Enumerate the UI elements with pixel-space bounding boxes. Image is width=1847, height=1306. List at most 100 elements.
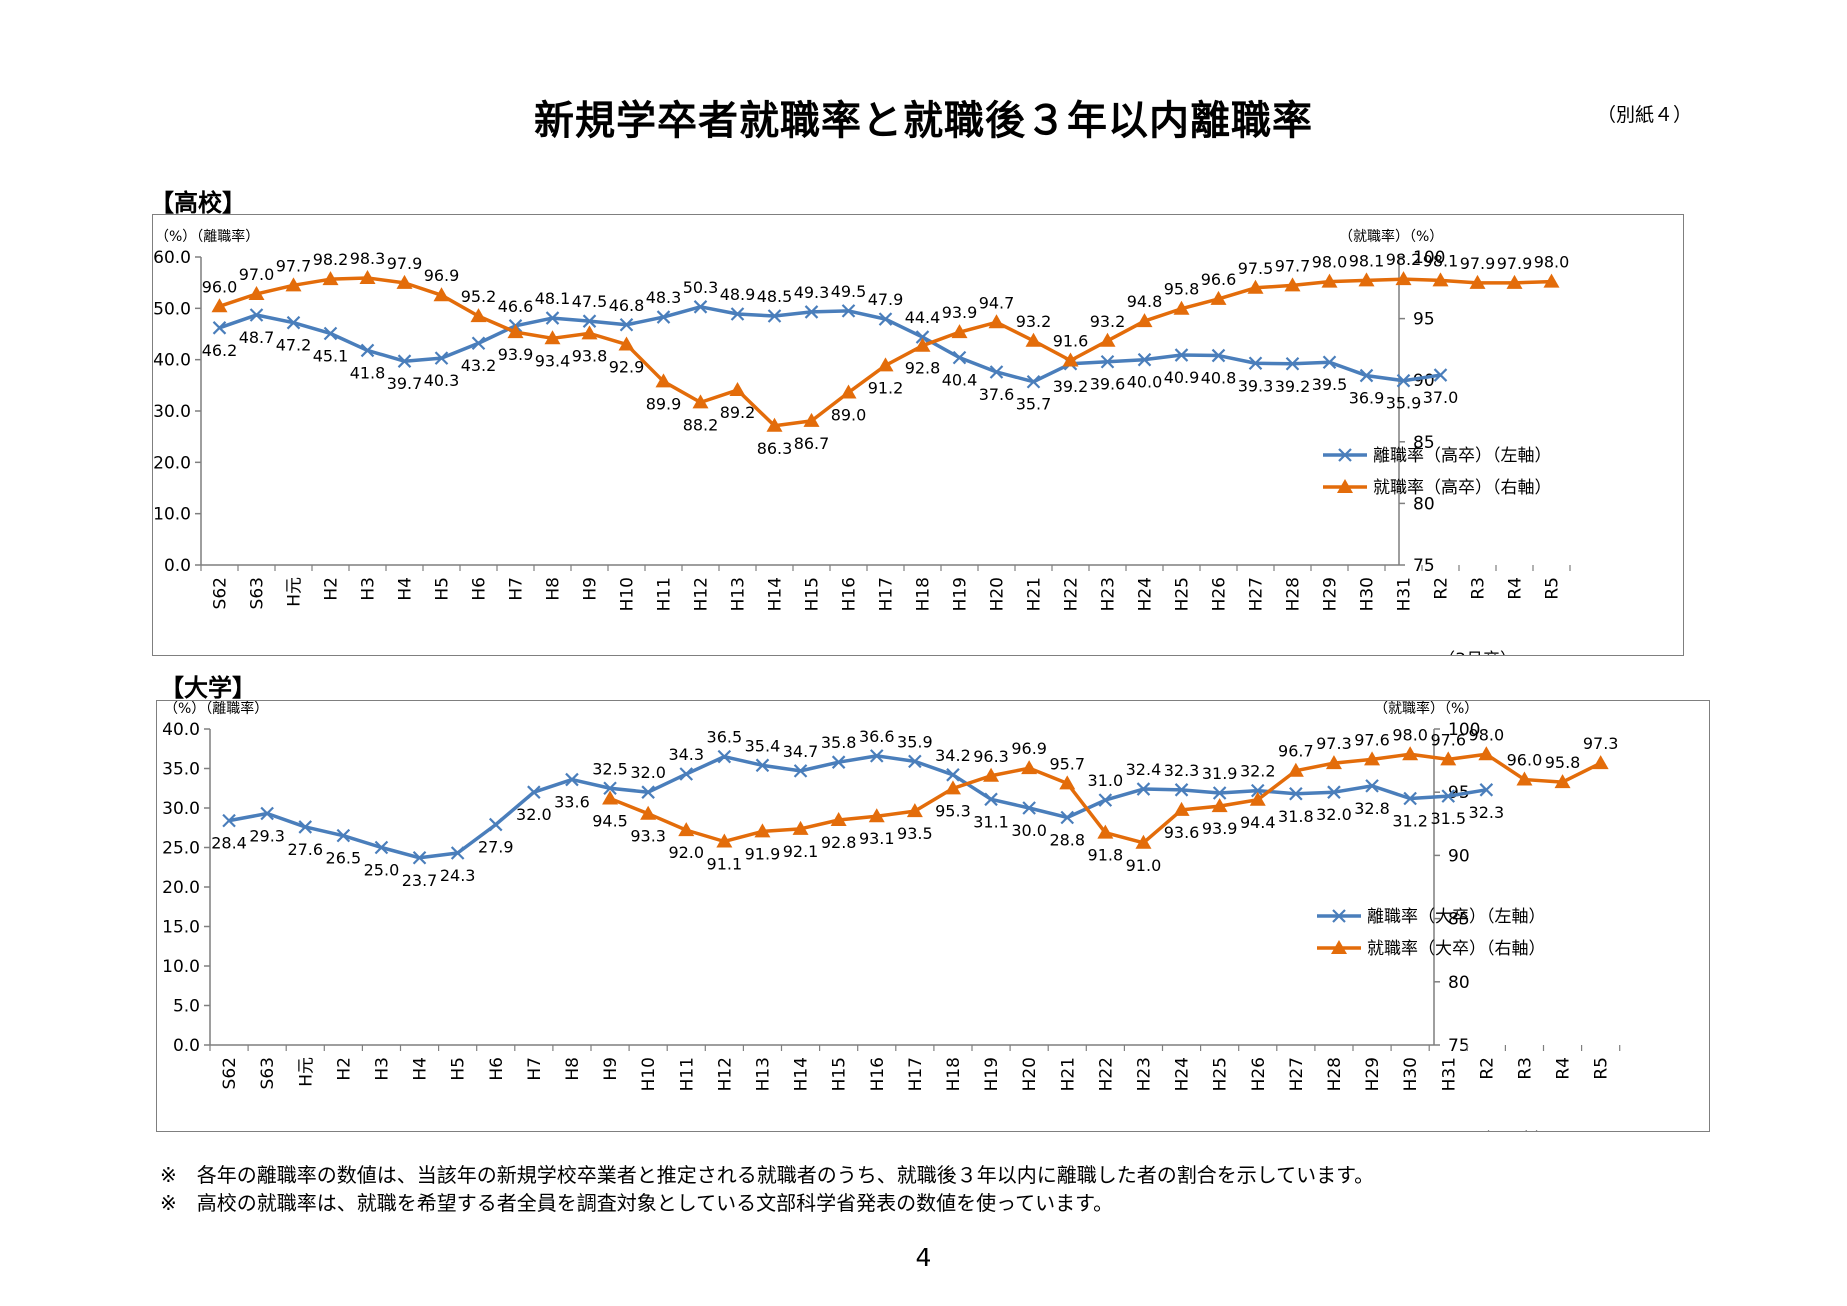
data-label: 97.3 [1316, 734, 1352, 753]
data-label: 31.5 [1430, 809, 1466, 828]
chart-high-school-frame: 0.0 10.0 20.0 30.0 40.0 50.0 60.0 75 80 85 90 95 100… [152, 214, 1684, 670]
data-label: 98.1 [1349, 251, 1385, 270]
data-point-triangle [1358, 272, 1375, 287]
data-point-x [545, 311, 560, 325]
x-tick-label: H8 [544, 577, 564, 601]
data-label: 46.8 [609, 296, 645, 315]
legend-label: 離職率（大卒）（左軸） [1367, 907, 1546, 927]
data-point-x [1403, 791, 1417, 806]
data-point-triangle [944, 780, 961, 795]
x-tick-label: H7 [507, 577, 527, 601]
data-label: 97.9 [1497, 254, 1533, 273]
y-left-tick-label: 20.0 [162, 878, 200, 898]
data-label: 40.0 [1127, 373, 1163, 392]
data-label: 94.7 [979, 293, 1015, 312]
data-point-x [1174, 348, 1189, 362]
x-tick-label: H26 [1249, 1057, 1269, 1091]
data-label: 46.6 [498, 297, 534, 316]
y-left-tick-label: 30.0 [162, 799, 200, 819]
y-right-tick-label: 80 [1413, 494, 1435, 514]
data-point-triangle [1059, 775, 1076, 790]
x-tick-label: H8 [563, 1057, 583, 1081]
x-tick-label: H10 [618, 577, 638, 611]
x-tick-label: H20 [1020, 1057, 1040, 1091]
data-point-triangle [951, 324, 968, 339]
x-tick-label: H11 [677, 1057, 697, 1091]
data-point-x [603, 781, 617, 796]
data-label: 96.6 [1201, 270, 1237, 289]
x-tick-label: H19 [951, 577, 971, 611]
data-label: 98.1 [1423, 251, 1459, 270]
data-point-x [582, 314, 597, 328]
data-point-triangle [766, 417, 783, 432]
x-tick-label: H12 [692, 577, 712, 611]
right-axis-unit: （就職率）（%） [1374, 701, 1478, 717]
data-label: 45.1 [313, 346, 349, 365]
data-point-x [1441, 789, 1456, 803]
x-tick-label: H14 [792, 1057, 812, 1091]
data-point-x [212, 321, 227, 335]
data-label: 96.9 [424, 266, 460, 285]
data-label: 98.3 [350, 249, 386, 268]
data-label: 86.7 [794, 434, 830, 453]
data-point-triangle [1516, 771, 1533, 786]
data-point-x [336, 828, 351, 843]
data-label: 98.0 [1312, 253, 1348, 272]
data-point-x [1136, 782, 1151, 796]
data-label: 92.9 [609, 357, 645, 376]
y-left-tick-label: 40.0 [153, 351, 191, 371]
data-label: 97.9 [1460, 254, 1496, 273]
x-tick-label: H25 [1173, 577, 1193, 611]
data-label: 40.8 [1201, 369, 1237, 388]
data-label: 92.0 [668, 843, 704, 862]
y-left-tick-label: 5.0 [173, 997, 200, 1017]
x-tick-label: H5 [433, 577, 453, 601]
data-label: 39.7 [387, 374, 423, 393]
x-tick-label: H4 [411, 1057, 431, 1081]
data-point-x [1212, 786, 1227, 800]
y-left-tick-label: 0.0 [164, 556, 191, 576]
data-point-x [1289, 787, 1303, 801]
page-number: 4 [915, 1243, 932, 1272]
data-point-triangle [803, 412, 820, 427]
x-tick-label: H7 [525, 1057, 545, 1081]
y-right-tick-label: 90 [1448, 846, 1470, 866]
data-point-x [730, 307, 745, 321]
data-point-x [1359, 368, 1374, 383]
data-label: 97.6 [1354, 730, 1390, 749]
data-point-triangle [1402, 746, 1419, 761]
data-point-x [679, 767, 694, 781]
data-point-triangle [1097, 824, 1114, 839]
x-tick-label: H27 [1247, 577, 1267, 611]
x-tick-label: H29 [1321, 577, 1341, 611]
data-label: 93.9 [498, 345, 534, 364]
x-tick-label: H31 [1395, 577, 1415, 611]
x-tick-label: H2 [322, 577, 342, 601]
x-tick-label: H21 [1025, 577, 1045, 611]
x-tick-label: H15 [803, 577, 823, 611]
y-left-tick-label: 35.0 [162, 760, 200, 780]
data-point-x [1479, 783, 1494, 797]
appendix-label: （別紙４） [1597, 104, 1693, 126]
legend-swatch-marker [1332, 909, 1346, 923]
data-point-triangle [1211, 798, 1228, 813]
data-label: 92.1 [783, 842, 819, 861]
data-point-x [952, 350, 967, 365]
footnote-1: ※ 各年の離職率の数値は、当該年の新規学校卒業者と推定される就職者のうち、就職後… [160, 1163, 1375, 1187]
data-label: 44.4 [905, 308, 941, 327]
data-point-triangle [1364, 751, 1381, 766]
data-label: 97.9 [387, 254, 423, 273]
data-point-x [915, 330, 930, 344]
legend-swatch-marker [1338, 448, 1352, 462]
x-tick-label: R3 [1469, 577, 1489, 600]
data-label: 91.0 [1126, 856, 1162, 875]
data-point-x [565, 772, 579, 787]
data-point-triangle [1247, 279, 1264, 294]
data-point-triangle [792, 820, 809, 835]
chart-university: 0.0 5.0 10.0 15.0 20.0 25.0 30.0 35.0 40.0 75 80 85… [162, 700, 1621, 1150]
data-point-triangle [1284, 277, 1301, 292]
data-point-x [323, 326, 338, 341]
data-label: 49.5 [831, 282, 867, 301]
x-tick-label: H15 [830, 1057, 850, 1091]
x-tick-label: R2 [1432, 577, 1452, 600]
